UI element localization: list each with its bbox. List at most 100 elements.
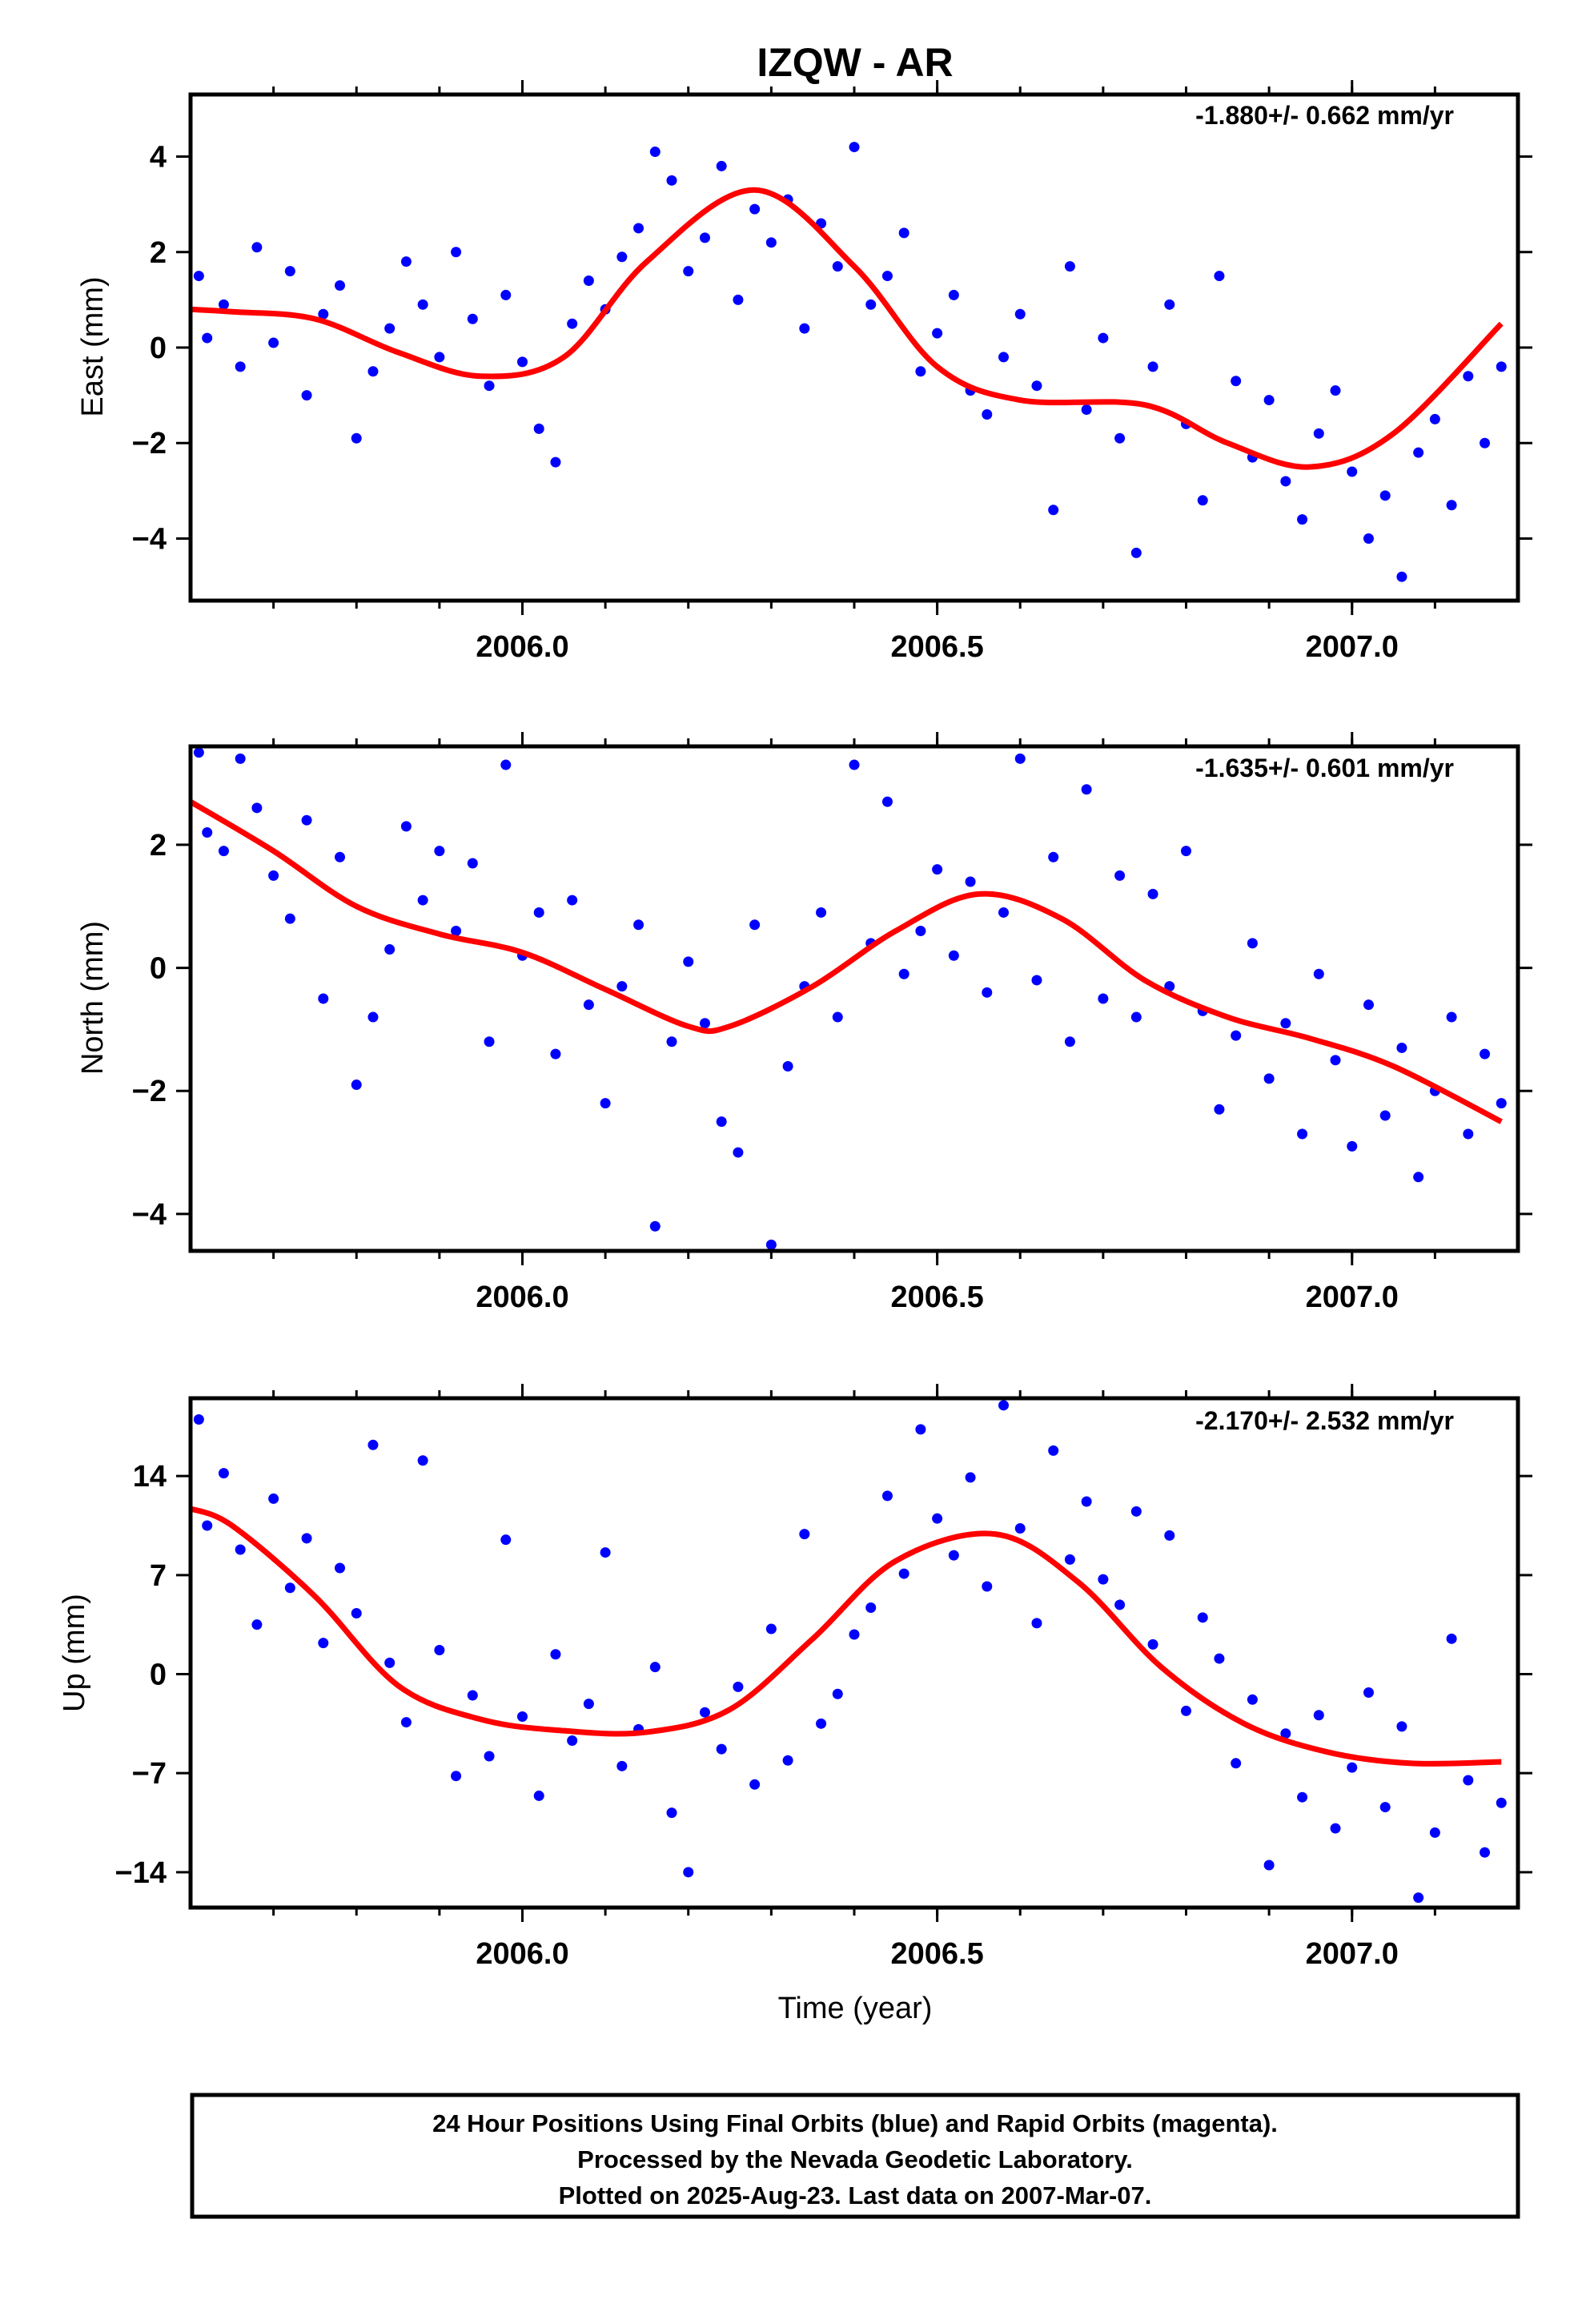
up-point xyxy=(550,1649,561,1660)
footer-line-1: 24 Hour Positions Using Final Orbits (bl… xyxy=(432,2109,1278,2137)
north-point xyxy=(1130,1011,1142,1023)
up-point xyxy=(799,1529,810,1540)
east-point xyxy=(533,423,544,434)
north-point xyxy=(284,913,295,924)
east-point xyxy=(881,271,893,282)
north-point xyxy=(1114,870,1126,881)
east-point xyxy=(318,308,329,320)
east-xtick-label: 2007.0 xyxy=(1306,630,1399,664)
east-point xyxy=(351,432,362,444)
north-point xyxy=(218,846,229,857)
north-point xyxy=(965,876,976,887)
north-point xyxy=(849,759,860,770)
up-point xyxy=(765,1623,777,1634)
east-point xyxy=(683,266,694,277)
north-point xyxy=(550,1048,561,1059)
up-point xyxy=(849,1629,860,1640)
up-point xyxy=(1048,1445,1059,1456)
east-ytick-label: 0 xyxy=(150,332,167,365)
east-point xyxy=(616,251,628,263)
up-point xyxy=(965,1472,976,1483)
east-point xyxy=(1347,466,1358,477)
north-ytick-label: −2 xyxy=(132,1075,167,1108)
up-point xyxy=(583,1699,594,1710)
up-xtick-label: 2006.0 xyxy=(476,1937,568,1971)
up-point xyxy=(417,1455,428,1466)
north-point xyxy=(666,1036,677,1047)
north-point xyxy=(881,796,893,807)
up-point xyxy=(832,1688,843,1699)
north-point xyxy=(1496,1098,1507,1109)
up-point xyxy=(193,1414,204,1425)
east-point xyxy=(832,261,843,272)
up-point xyxy=(600,1547,611,1558)
north-point xyxy=(1396,1042,1407,1053)
up-point xyxy=(1064,1554,1075,1565)
east-point xyxy=(716,160,727,171)
north-xtick-label: 2006.5 xyxy=(891,1281,984,1314)
north-xtick-label: 2006.0 xyxy=(476,1281,568,1314)
east-point xyxy=(849,142,860,153)
east-point xyxy=(1231,376,1242,387)
up-point xyxy=(1147,1638,1158,1650)
north-point xyxy=(699,1018,710,1029)
up-point xyxy=(1313,1710,1324,1721)
up-point xyxy=(1181,1705,1191,1716)
north-point xyxy=(1014,753,1026,764)
up-point xyxy=(932,1513,943,1524)
east-point xyxy=(500,289,512,300)
north-point xyxy=(782,1061,793,1072)
up-point xyxy=(865,1602,877,1613)
north-point xyxy=(1347,1140,1358,1152)
north-point xyxy=(1031,975,1042,986)
up-point xyxy=(1130,1506,1142,1517)
north-point xyxy=(1263,1073,1275,1084)
up-point xyxy=(1396,1721,1407,1732)
east-point xyxy=(932,328,943,339)
up-point xyxy=(716,1743,727,1755)
north-point xyxy=(1480,1048,1491,1059)
up-point xyxy=(251,1619,263,1630)
north-point xyxy=(1164,981,1175,992)
east-point xyxy=(1164,299,1175,310)
up-point xyxy=(1164,1530,1175,1541)
up-ytick-label: −14 xyxy=(115,1856,167,1890)
up-frame xyxy=(188,1396,1520,1910)
east-point xyxy=(998,352,1010,363)
north-point xyxy=(251,802,263,814)
up-point xyxy=(1197,1612,1208,1623)
up-point xyxy=(1114,1599,1126,1610)
east-point xyxy=(1263,395,1275,406)
up-point xyxy=(500,1534,512,1546)
north-point xyxy=(1446,1011,1457,1023)
east-frame xyxy=(188,92,1520,603)
east-ytick-label: −2 xyxy=(132,427,167,460)
up-point xyxy=(982,1581,993,1592)
east-point xyxy=(202,332,213,344)
east-points xyxy=(193,142,1507,582)
north-point xyxy=(1330,1055,1341,1066)
north-point xyxy=(1280,1018,1291,1029)
north-point xyxy=(202,827,213,838)
north-point xyxy=(417,895,428,906)
up-rate-label: -2.170+/- 2.532 mm/yr xyxy=(1195,1406,1454,1435)
east-point xyxy=(550,456,561,468)
east-ytick-label: 4 xyxy=(150,141,167,175)
up-point xyxy=(335,1562,346,1574)
east-point xyxy=(633,223,644,234)
up-point xyxy=(948,1550,959,1561)
north-point xyxy=(633,919,644,931)
up-point xyxy=(666,1807,677,1819)
up-point xyxy=(1379,1802,1391,1813)
up-ytick-label: 0 xyxy=(150,1659,167,1692)
north-ylabel: North (mm) xyxy=(76,921,110,1075)
east-point xyxy=(1413,447,1424,458)
east-point xyxy=(1064,261,1075,272)
up-point xyxy=(301,1533,312,1544)
up-point xyxy=(533,1790,544,1801)
east-point xyxy=(799,323,810,334)
up-point xyxy=(1330,1823,1341,1834)
north-point xyxy=(616,981,628,992)
up-point xyxy=(1214,1653,1225,1664)
east-point xyxy=(1014,308,1026,320)
